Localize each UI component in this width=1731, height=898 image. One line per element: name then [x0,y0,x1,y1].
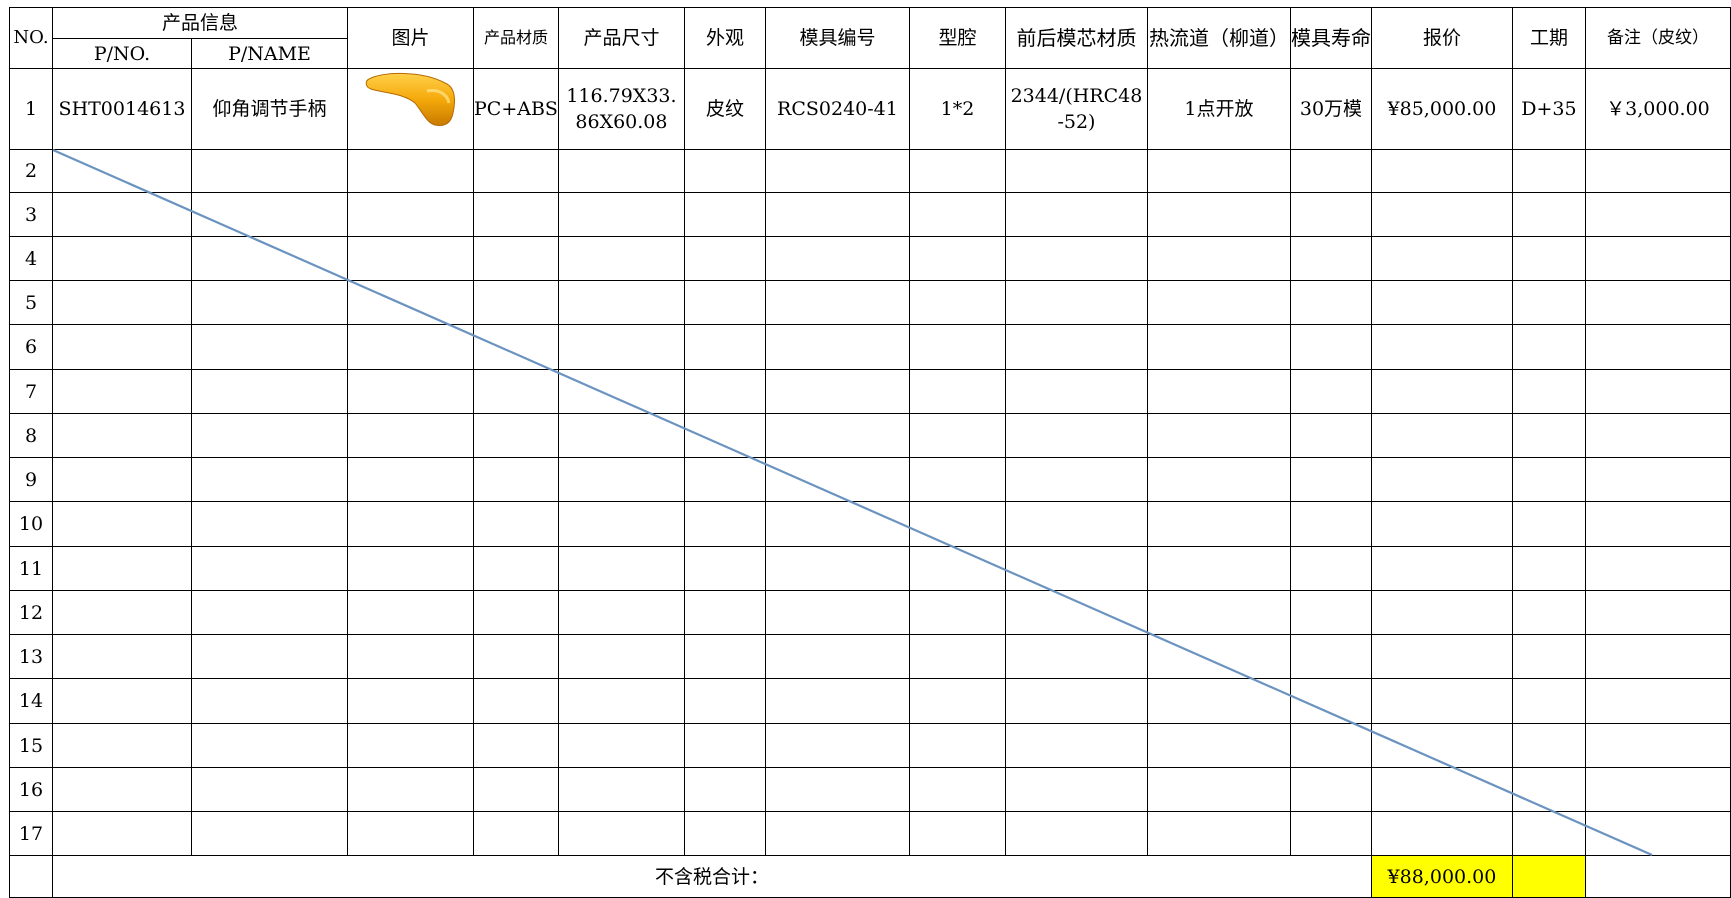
row-number: 15 [9,723,53,768]
row-number: 11 [9,546,53,591]
table-row: 4 [9,236,1731,281]
row-number: 6 [9,324,53,370]
size-line-2: 86X60.08 [575,111,668,133]
table-row: 7 [9,369,1731,414]
table-row: 11 [9,546,1731,591]
header-hot-runner: 热流道（柳道） [1146,7,1291,69]
remark-value: ￥3,000.00 [1584,68,1731,150]
row-number: 17 [9,811,53,856]
table-row: 8 [9,413,1731,458]
header-mold-life: 模具寿命 [1289,7,1372,69]
header-p-no: P/NO. [52,38,192,69]
lead-time-value: D+35 [1511,68,1586,150]
row-number: 5 [9,280,53,325]
row-number: 16 [9,767,53,812]
header-no: NO. [9,7,53,69]
table-row: 17 [9,811,1731,856]
row-number: 10 [9,501,53,547]
header-remark: 备注（皮纹） [1584,7,1731,69]
core-material-value: 2344/(HRC48 -52) [1004,68,1148,150]
header-picture: 图片 [347,7,474,69]
core-line-2: -52) [1057,111,1096,133]
row-number: 14 [9,678,53,724]
header-quote: 报价 [1370,7,1513,69]
total-row: 不含税合计： ¥88,000.00 [9,855,1731,898]
row-number: 8 [9,413,53,458]
row-number: 4 [9,236,53,281]
total-value: ¥88,000.00 [1370,855,1513,898]
header-appearance: 外观 [683,7,766,69]
part-name: 仰角调节手柄 [191,68,348,150]
table-row: 12 [9,590,1731,635]
material-value: PC+ABS [473,68,559,150]
header-product-info: 产品信息 [52,7,348,39]
core-line-1: 2344/(HRC48 [1010,85,1143,107]
table-row: 9 [9,457,1731,502]
header-material: 产品材质 [473,7,559,69]
quotation-table: NO. 产品信息 图片 产品材质 产品尺寸 外观 模具编号 型腔 前后模芯材质 … [9,7,1731,898]
total-label: 不含税合计： [52,855,1372,898]
table-row: 14 [9,678,1731,724]
header-mold-no: 模具编号 [764,7,910,69]
part-picture [347,68,474,150]
header-size: 产品尺寸 [557,7,685,69]
row-number: 2 [9,149,53,193]
row-number: 3 [9,192,53,237]
row-number: 7 [9,369,53,414]
table-row: 6 [9,324,1731,370]
table-row: 16 [9,767,1731,812]
total-remark-cell [1584,855,1731,898]
orange-handle-part-image [365,72,455,126]
row-number: 13 [9,634,53,679]
table-row: 1 SHT0014613 仰角调节手柄 PC+ABS [9,68,1731,150]
table-row: 13 [9,634,1731,679]
cavity-value: 1*2 [908,68,1006,150]
total-lead-time-cell [1511,855,1586,898]
size-value: 116.79X33. 86X60.08 [557,68,685,150]
row-number: 1 [9,68,53,150]
row-number: 12 [9,590,53,635]
header-core-material: 前后模芯材质 [1004,7,1148,69]
table-row: 15 [9,723,1731,768]
appearance-value: 皮纹 [683,68,766,150]
row-number: 9 [9,457,53,502]
header-lead-time: 工期 [1511,7,1586,69]
table-row: 5 [9,280,1731,325]
part-number: SHT0014613 [52,68,192,150]
mold-number-value: RCS0240-41 [764,68,910,150]
size-line-1: 116.79X33. [566,85,677,107]
header-p-name: P/NAME [191,38,348,69]
table-row: 10 [9,501,1731,547]
table-row: 3 [9,192,1731,237]
mold-life-value: 30万模 [1289,68,1372,150]
table-row: 2 [9,149,1731,193]
hot-runner-value: 1点开放 [1146,68,1291,150]
quote-value: ¥85,000.00 [1370,68,1513,150]
header-cavity: 型腔 [908,7,1006,69]
